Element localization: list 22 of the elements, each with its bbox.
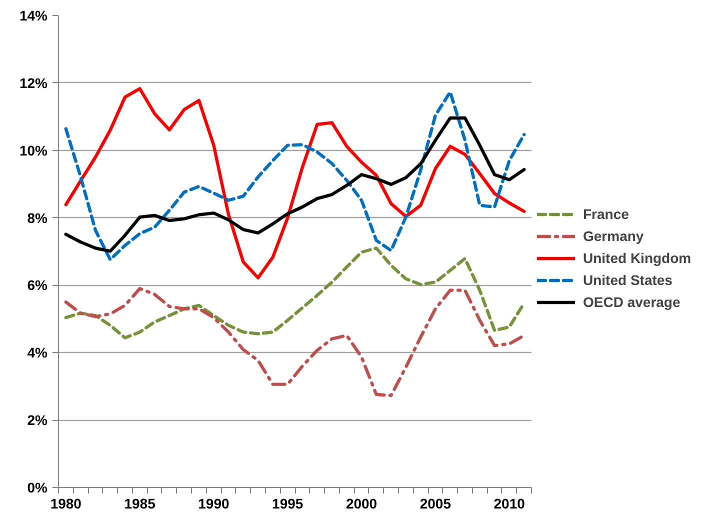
legend-label: OECD average — [583, 294, 680, 310]
x-tick-label: 2005 — [420, 496, 452, 512]
x-tick-label: 1990 — [198, 496, 230, 512]
y-tick-label: 8% — [27, 210, 48, 226]
y-tick-label: 14% — [19, 8, 48, 24]
y-tick-label: 2% — [27, 412, 48, 428]
line-series — [64, 116, 526, 253]
x-tick-label: 1980 — [50, 496, 82, 512]
y-tick-label: 10% — [19, 142, 48, 158]
line-series — [64, 246, 526, 340]
legend-label: Germany — [583, 228, 644, 244]
x-tick-label: 1985 — [124, 496, 156, 512]
legend-label: United Kingdom — [583, 250, 692, 266]
legend-label: France — [583, 206, 629, 222]
y-tick-label: 4% — [27, 344, 48, 361]
x-tick-label: 2000 — [346, 496, 378, 512]
y-tick-label: 12% — [19, 74, 48, 91]
x-tick-label: 2010 — [494, 496, 526, 512]
legend-label: United States — [583, 272, 672, 288]
y-tick-label: 0% — [27, 480, 48, 496]
x-tick-label: 1995 — [272, 496, 304, 512]
y-tick-label: 6% — [27, 277, 48, 294]
